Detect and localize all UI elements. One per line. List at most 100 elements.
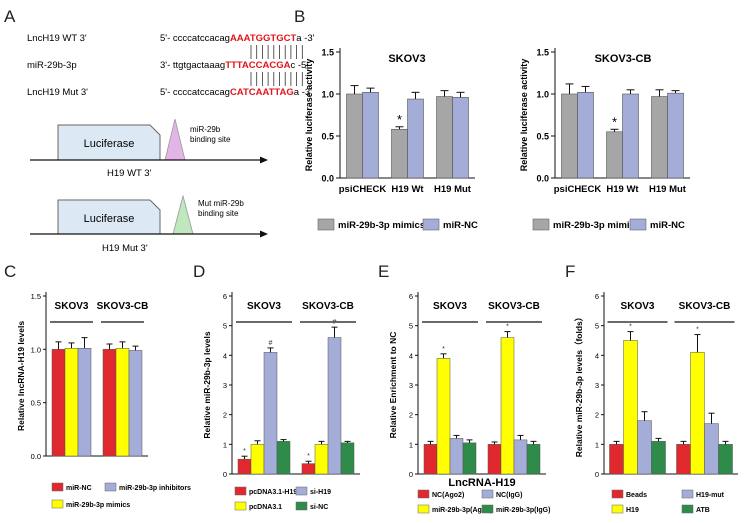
group-label: SKOV3 (433, 301, 467, 312)
legend-label: miR-NC (443, 220, 478, 231)
x-tick-label: psiCHECK (339, 184, 387, 195)
legend-swatch (611, 489, 624, 499)
bar (436, 358, 451, 475)
legend-label: miR-29b-3p inhibitors (119, 485, 191, 492)
group-label: SKOV3-CB (679, 301, 731, 312)
bar (704, 423, 719, 475)
bar (452, 97, 469, 179)
y-tick-label: 0.5 (321, 132, 334, 142)
legend-swatch (681, 504, 694, 514)
bar (102, 349, 117, 457)
y-tick-label: 1 (223, 440, 227, 449)
construct-caption-mut: H19 Mut 3' (102, 243, 148, 254)
y-tick-label: 1.5 (536, 48, 549, 58)
y-tick-label: 3 (409, 381, 413, 390)
significance-mark: * (629, 324, 632, 331)
y-axis-label: Relative Enrichment to NC (388, 332, 398, 439)
panel-letter: F (565, 262, 575, 281)
legend-label: H19-mut (696, 492, 725, 499)
legend-label: miR-NC (66, 485, 92, 492)
y-tick-label: 0.5 (31, 399, 41, 408)
legend-swatch (417, 489, 430, 499)
site-label-wt-2: binding site (190, 135, 231, 144)
bar (690, 352, 705, 475)
x-tick-label: H19 Wt (391, 184, 424, 195)
legend-swatch (681, 489, 694, 499)
legend-swatch (532, 218, 550, 231)
legend-label: miR-29b-3p mimics (66, 502, 130, 509)
bar (301, 463, 316, 475)
arrow-head-wt-icon (260, 156, 268, 164)
binding-site-triangle-mut (172, 194, 194, 235)
y-axis-label: Relative miR-29b-3p levels（folds） (574, 313, 584, 458)
bar (651, 96, 668, 179)
bar (449, 438, 464, 475)
x-tick-label: H19 Mut (649, 184, 687, 195)
bar (676, 444, 691, 475)
panel-letter: E (378, 262, 389, 281)
bar (500, 337, 515, 475)
significance-mark: # (269, 340, 273, 347)
luciferase-label-mut: Luciferase (84, 213, 135, 225)
y-axis-label: Relative lncRNA-H19 levels (16, 321, 26, 431)
y-tick-label: 2 (595, 411, 599, 420)
bar (237, 458, 252, 475)
panel-e: E 0 1 2 3 4 5 6 Relative Enrichment to NC SKOV3 SK… (378, 262, 550, 514)
legend-label: miR-29b-3p mimics (553, 220, 640, 231)
y-tick-label: 3 (223, 381, 227, 390)
y-tick-label: 1.0 (321, 90, 334, 100)
y-tick-label: 5 (223, 322, 227, 331)
y-tick-label: 0 (595, 470, 599, 479)
luciferase-box-mut (57, 199, 161, 235)
y-axis-label: Relative luciferase activity (304, 59, 314, 172)
bar (51, 349, 66, 457)
legend-swatch (295, 501, 308, 511)
y-tick-label: 0.5 (536, 132, 549, 142)
bar (667, 92, 684, 179)
seq-wt: 5'- ccccatccacagAAATGGTGCTa -3' (160, 33, 315, 44)
bar (606, 131, 623, 179)
y-axis-label: Relative luciferase activity (519, 59, 529, 172)
bar (346, 93, 363, 179)
y-tick-label: 6 (595, 292, 599, 301)
site-label-mut-1: Mut miR-29b (198, 199, 244, 208)
significance-mark: * (307, 453, 310, 460)
panel-a-letter: A (4, 7, 16, 26)
panel-letter: D (193, 262, 205, 281)
y-tick-label: 4 (223, 351, 227, 360)
bar (407, 98, 424, 179)
bar (718, 444, 733, 475)
y-tick-label: 4 (595, 351, 599, 360)
construct-caption-wt: H19 WT 3' (107, 168, 152, 179)
bar (623, 340, 638, 475)
legend-swatch (317, 218, 335, 231)
y-tick-label: 1 (595, 440, 599, 449)
bar (561, 93, 578, 179)
group-label: SKOV3 (247, 301, 281, 312)
y-tick-label: 2 (223, 411, 227, 420)
y-tick-label: 2 (409, 411, 413, 420)
seq-row-mir-label: miR-29b-3p (27, 60, 77, 71)
binding-site-triangle-wt (164, 118, 186, 161)
bar (462, 442, 477, 475)
panel-letter: C (4, 262, 16, 281)
bar (263, 352, 278, 475)
legend-label: Beads (626, 492, 647, 499)
legend-swatch (234, 501, 247, 511)
bar (250, 444, 265, 475)
seq-row-wt-label: LncH19 WT 3' (27, 33, 87, 44)
legend-swatch (295, 486, 308, 496)
panel-c: C 0.0 0.5 1.0 1.5 Relative lncRNA-H19 levels S… (4, 262, 191, 509)
luciferase-label-wt: Luciferase (84, 138, 135, 150)
bar (340, 442, 355, 475)
y-tick-label: 0.0 (321, 174, 334, 184)
significance-mark: * (442, 346, 445, 353)
bar (436, 96, 453, 179)
legend-swatch (611, 504, 624, 514)
site-label-mut-2: binding site (198, 209, 239, 218)
chart-title: SKOV3 (388, 53, 425, 65)
y-tick-label: 1.5 (321, 48, 334, 58)
bar (77, 348, 92, 457)
seq-mut: 5'- ccccatccacagCATCAATTAGa -3' (160, 87, 312, 98)
